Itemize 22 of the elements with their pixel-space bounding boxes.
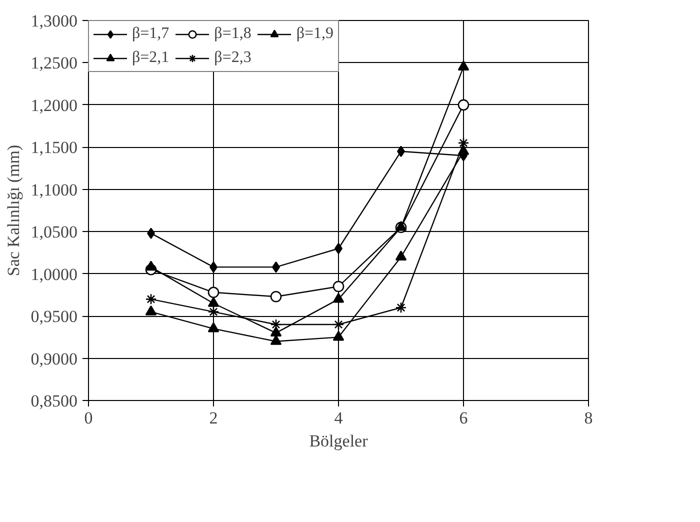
y-axis-title: Sac Kalınlığı (mm): [4, 144, 23, 276]
y-tick-label: 1,0000: [30, 264, 78, 284]
legend-label: β=1,8: [214, 25, 252, 43]
y-tick-label: 1,1500: [30, 138, 78, 158]
y-tick-label: 0,9500: [30, 307, 78, 326]
x-axis-title: Bölgeler: [309, 432, 368, 450]
x-tick-label: 2: [209, 408, 218, 428]
y-tick-label: 1,2000: [30, 96, 78, 115]
y-tick-label: 0,9000: [30, 349, 78, 368]
legend-label: β=1,9: [296, 25, 334, 43]
legend-label: β=2,3: [214, 49, 252, 67]
x-tick-label: 4: [334, 408, 344, 428]
y-tick-label: 0,8500: [30, 392, 78, 410]
x-tick-label: 0: [84, 408, 93, 428]
legend-label: β=1,7: [132, 25, 170, 43]
y-tick-label: 1,0500: [30, 222, 78, 242]
y-tick-label: 1,3000: [30, 12, 78, 30]
y-tick-label: 1,2500: [30, 54, 78, 73]
x-tick-label: 8: [584, 408, 593, 428]
x-tick-label: 6: [459, 408, 468, 428]
y-tick-label: 1,1000: [30, 180, 78, 200]
legend-label: β=2,1: [132, 49, 170, 67]
